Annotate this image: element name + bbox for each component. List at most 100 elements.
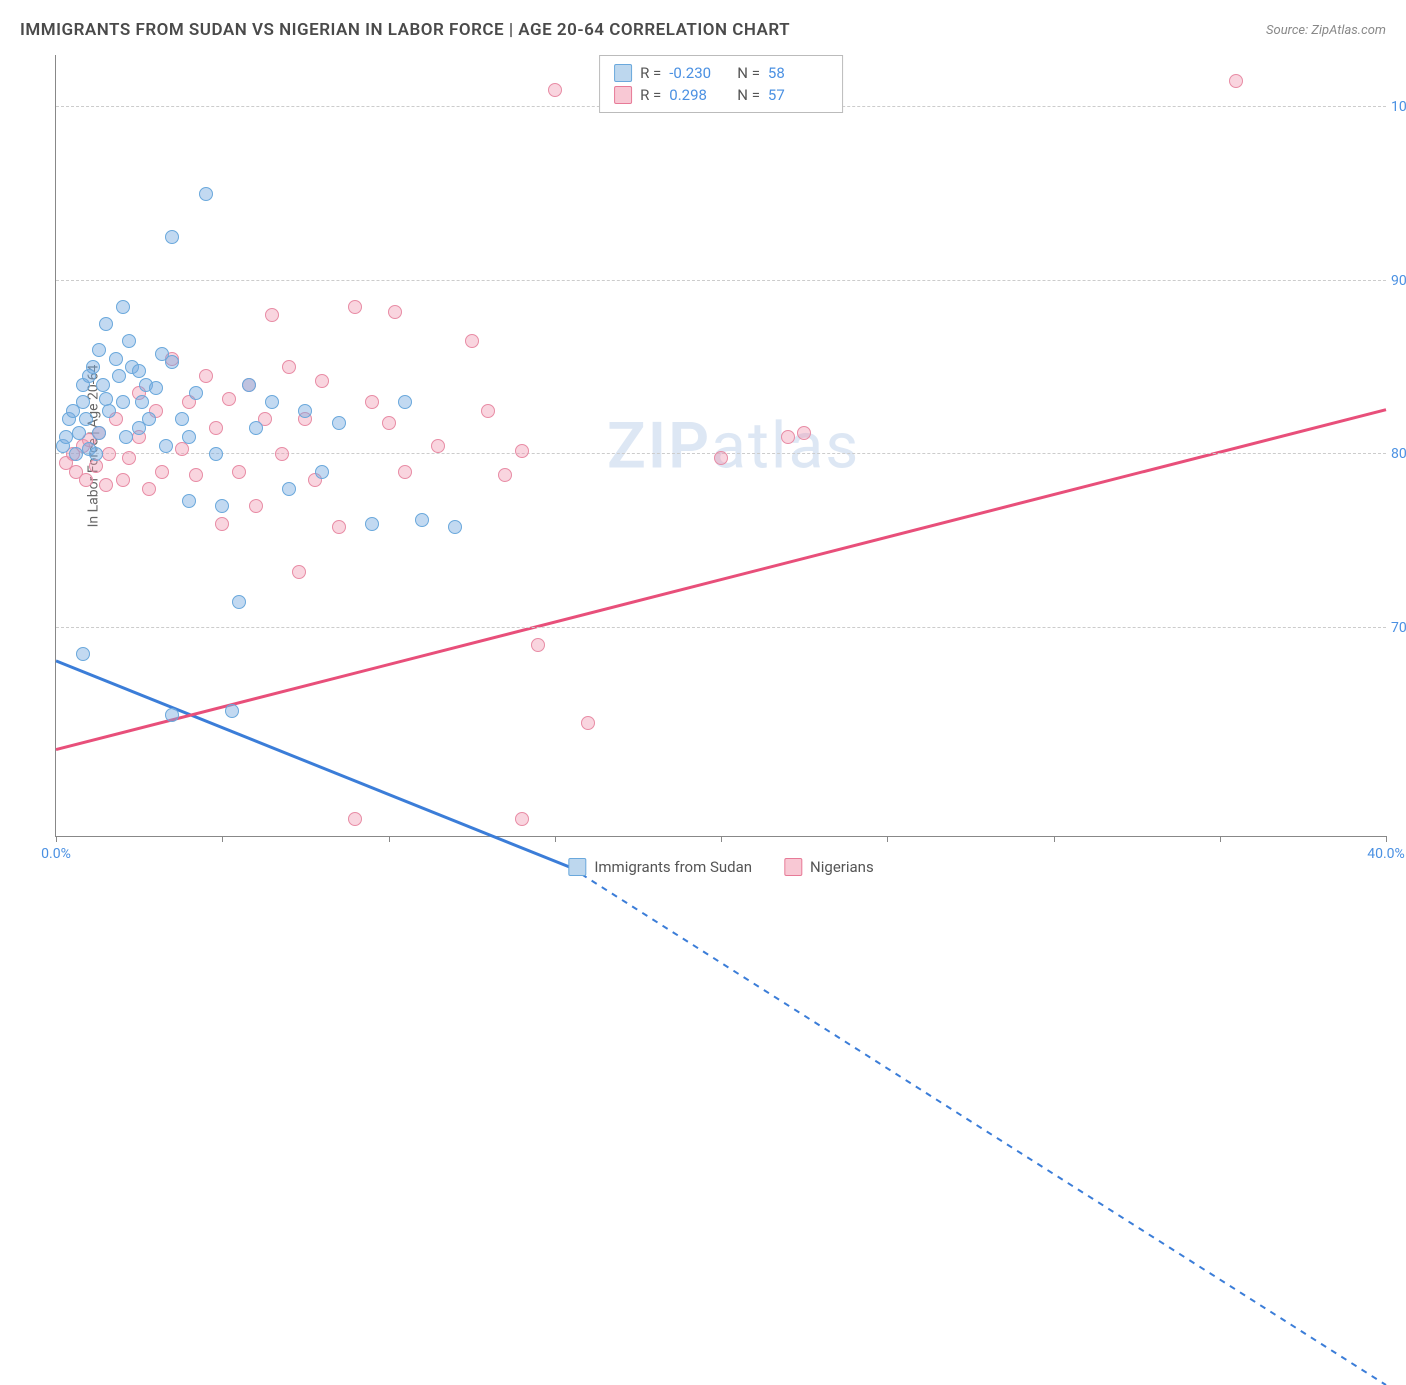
scatter-point bbox=[465, 334, 479, 348]
swatch-nigerians bbox=[614, 86, 632, 104]
correlation-legend: R = -0.230 N = 58 R = 0.298 N = 57 bbox=[599, 55, 843, 113]
scatter-point bbox=[119, 430, 133, 444]
scatter-point bbox=[102, 404, 116, 418]
legend-item-nigerians: Nigerians bbox=[784, 858, 874, 876]
watermark-bold: ZIP bbox=[607, 408, 711, 483]
scatter-point bbox=[548, 83, 562, 97]
scatter-point bbox=[142, 482, 156, 496]
scatter-point bbox=[481, 404, 495, 418]
legend-item-sudan: Immigrants from Sudan bbox=[568, 858, 752, 876]
plot-region: ZIPatlas R = -0.230 N = 58 R = 0.298 N =… bbox=[55, 55, 1386, 837]
scatter-point bbox=[222, 392, 236, 406]
scatter-point bbox=[498, 468, 512, 482]
scatter-point bbox=[92, 343, 106, 357]
scatter-point bbox=[99, 478, 113, 492]
scatter-point bbox=[232, 465, 246, 479]
x-tick bbox=[56, 836, 57, 842]
scatter-point bbox=[215, 517, 229, 531]
scatter-point bbox=[225, 704, 239, 718]
scatter-point bbox=[515, 812, 529, 826]
x-tick bbox=[1220, 836, 1221, 842]
scatter-point bbox=[388, 305, 402, 319]
scatter-point bbox=[86, 360, 100, 374]
scatter-point bbox=[515, 444, 529, 458]
scatter-point bbox=[448, 520, 462, 534]
scatter-point bbox=[175, 442, 189, 456]
scatter-point bbox=[265, 308, 279, 322]
scatter-point bbox=[315, 374, 329, 388]
x-tick bbox=[222, 836, 223, 842]
scatter-point bbox=[781, 430, 795, 444]
scatter-point bbox=[165, 230, 179, 244]
scatter-point bbox=[348, 300, 362, 314]
y-tick-label: 80.0% bbox=[1391, 446, 1406, 462]
scatter-point bbox=[72, 426, 86, 440]
scatter-point bbox=[282, 360, 296, 374]
scatter-point bbox=[298, 404, 312, 418]
scatter-point bbox=[209, 447, 223, 461]
scatter-point bbox=[182, 494, 196, 508]
scatter-point bbox=[122, 451, 136, 465]
x-tick bbox=[1386, 836, 1387, 842]
scatter-point bbox=[531, 638, 545, 652]
watermark-light: atlas bbox=[711, 408, 860, 483]
scatter-point bbox=[189, 386, 203, 400]
legend-row-sudan: R = -0.230 N = 58 bbox=[614, 62, 828, 84]
scatter-point bbox=[69, 447, 83, 461]
scatter-point bbox=[215, 499, 229, 513]
scatter-point bbox=[116, 300, 130, 314]
legend-row-nigerians: R = 0.298 N = 57 bbox=[614, 84, 828, 106]
scatter-point bbox=[165, 708, 179, 722]
scatter-point bbox=[76, 647, 90, 661]
scatter-point bbox=[398, 465, 412, 479]
scatter-point bbox=[232, 595, 246, 609]
scatter-point bbox=[1229, 74, 1243, 88]
scatter-point bbox=[332, 520, 346, 534]
x-tick-label: 0.0% bbox=[41, 846, 71, 862]
x-tick bbox=[721, 836, 722, 842]
scatter-point bbox=[79, 473, 93, 487]
scatter-point bbox=[59, 430, 73, 444]
series-legend: Immigrants from Sudan Nigerians bbox=[568, 858, 873, 876]
r-label: R = bbox=[640, 64, 661, 82]
scatter-point bbox=[116, 473, 130, 487]
scatter-point bbox=[265, 395, 279, 409]
chart-title: IMMIGRANTS FROM SUDAN VS NIGERIAN IN LAB… bbox=[20, 20, 790, 40]
scatter-point bbox=[102, 447, 116, 461]
scatter-point bbox=[175, 412, 189, 426]
n-value-sudan: 58 bbox=[768, 64, 828, 82]
scatter-point bbox=[89, 459, 103, 473]
x-tick-label: 40.0% bbox=[1367, 846, 1405, 862]
chart-header: IMMIGRANTS FROM SUDAN VS NIGERIAN IN LAB… bbox=[20, 20, 1386, 40]
watermark: ZIPatlas bbox=[607, 408, 860, 483]
r-value-sudan: -0.230 bbox=[669, 64, 729, 82]
scatter-point bbox=[92, 426, 106, 440]
scatter-point bbox=[415, 513, 429, 527]
scatter-point bbox=[292, 565, 306, 579]
r-value-nigerians: 0.298 bbox=[669, 86, 729, 104]
scatter-point bbox=[714, 451, 728, 465]
scatter-point bbox=[142, 412, 156, 426]
scatter-point bbox=[76, 395, 90, 409]
scatter-point bbox=[99, 317, 113, 331]
swatch-sudan bbox=[614, 64, 632, 82]
scatter-point bbox=[581, 716, 595, 730]
scatter-point bbox=[249, 499, 263, 513]
n-label: N = bbox=[737, 64, 760, 82]
scatter-point bbox=[122, 334, 136, 348]
x-tick bbox=[1054, 836, 1055, 842]
scatter-point bbox=[431, 439, 445, 453]
scatter-point bbox=[209, 421, 223, 435]
legend-label-nigerians: Nigerians bbox=[810, 858, 874, 876]
swatch-sudan-icon bbox=[568, 858, 586, 876]
scatter-point bbox=[398, 395, 412, 409]
scatter-point bbox=[282, 482, 296, 496]
r-label: R = bbox=[640, 86, 661, 104]
scatter-point bbox=[79, 412, 93, 426]
scatter-point bbox=[189, 468, 203, 482]
chart-area: ZIPatlas R = -0.230 N = 58 R = 0.298 N =… bbox=[55, 55, 1386, 837]
scatter-point bbox=[132, 364, 146, 378]
x-tick bbox=[887, 836, 888, 842]
x-tick bbox=[555, 836, 556, 842]
scatter-point bbox=[365, 517, 379, 531]
